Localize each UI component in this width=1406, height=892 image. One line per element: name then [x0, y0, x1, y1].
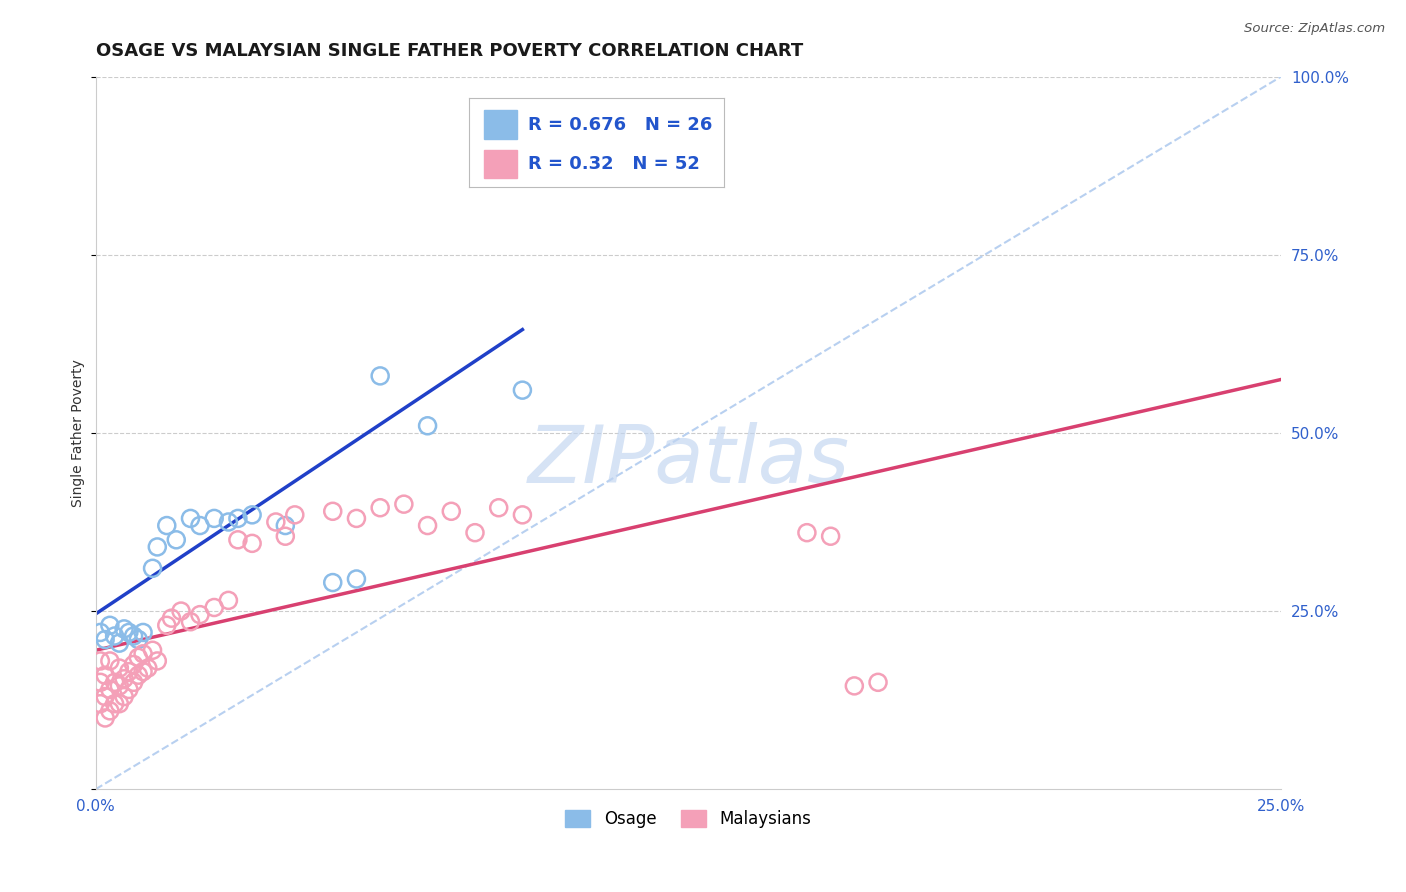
Point: [156, 518, 179, 533]
Point: [322, 504, 344, 518]
Point: [240, 508, 263, 522]
Point: [796, 525, 818, 540]
Point: [274, 518, 297, 533]
Point: [188, 518, 211, 533]
Point: [170, 604, 193, 618]
Point: [127, 650, 149, 665]
Point: [112, 672, 135, 686]
Point: [156, 618, 179, 632]
Point: [104, 675, 127, 690]
Point: [368, 368, 391, 383]
Point: [122, 675, 145, 690]
Point: [512, 508, 534, 522]
Point: [108, 636, 131, 650]
Point: [346, 572, 368, 586]
Point: [264, 515, 287, 529]
Point: [179, 511, 201, 525]
Point: [188, 607, 211, 622]
Point: [104, 629, 127, 643]
Point: [94, 711, 117, 725]
Point: [118, 665, 141, 679]
Point: [142, 561, 165, 575]
Point: [217, 515, 239, 529]
Point: [146, 654, 169, 668]
Point: [284, 508, 307, 522]
Point: [94, 690, 117, 704]
Point: [488, 500, 510, 515]
Text: ZIPatlas: ZIPatlas: [527, 423, 849, 500]
Point: [122, 629, 145, 643]
Point: [322, 575, 344, 590]
Point: [142, 643, 165, 657]
Point: [868, 675, 890, 690]
Point: [146, 540, 169, 554]
Text: Source: ZipAtlas.com: Source: ZipAtlas.com: [1244, 22, 1385, 36]
Point: [132, 665, 155, 679]
Point: [165, 533, 187, 547]
Point: [127, 668, 149, 682]
Point: [820, 529, 842, 543]
Y-axis label: Single Father Poverty: Single Father Poverty: [72, 359, 86, 507]
Point: [346, 511, 368, 525]
Point: [274, 529, 297, 543]
Point: [160, 611, 183, 625]
Point: [132, 625, 155, 640]
Point: [416, 518, 439, 533]
Point: [240, 536, 263, 550]
Point: [94, 632, 117, 647]
Point: [416, 418, 439, 433]
Point: [98, 618, 121, 632]
Point: [89, 675, 111, 690]
Point: [98, 654, 121, 668]
Point: [118, 682, 141, 697]
Point: [202, 511, 225, 525]
Point: [217, 593, 239, 607]
Point: [226, 511, 249, 525]
Point: [136, 661, 159, 675]
Point: [108, 661, 131, 675]
Point: [89, 625, 111, 640]
Point: [98, 704, 121, 718]
Point: [104, 697, 127, 711]
Legend: Osage, Malaysians: Osage, Malaysians: [558, 803, 818, 834]
Point: [122, 657, 145, 672]
Point: [202, 600, 225, 615]
Point: [89, 654, 111, 668]
Point: [118, 625, 141, 640]
Point: [179, 615, 201, 629]
Point: [127, 632, 149, 647]
Point: [392, 497, 415, 511]
Point: [89, 697, 111, 711]
Point: [512, 383, 534, 397]
Point: [368, 500, 391, 515]
Point: [844, 679, 866, 693]
Point: [98, 682, 121, 697]
Point: [440, 504, 463, 518]
Point: [108, 697, 131, 711]
Point: [464, 525, 486, 540]
Text: OSAGE VS MALAYSIAN SINGLE FATHER POVERTY CORRELATION CHART: OSAGE VS MALAYSIAN SINGLE FATHER POVERTY…: [96, 42, 803, 60]
Point: [112, 690, 135, 704]
Point: [108, 679, 131, 693]
Point: [226, 533, 249, 547]
Point: [132, 647, 155, 661]
Point: [94, 668, 117, 682]
Point: [112, 622, 135, 636]
